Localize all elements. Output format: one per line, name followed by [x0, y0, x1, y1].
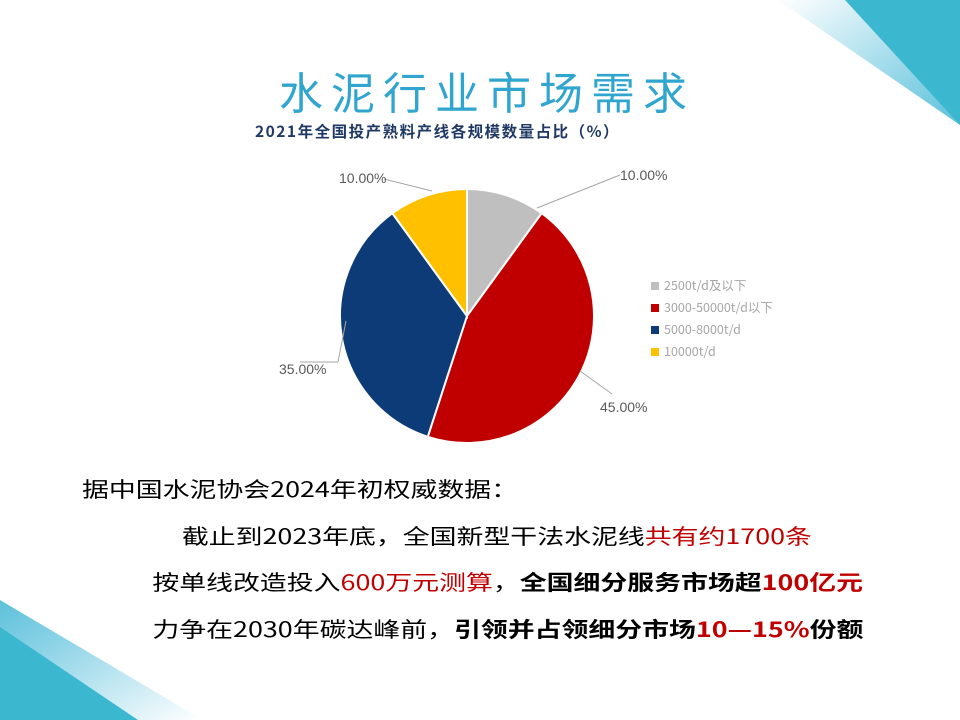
svg-text:10.00%: 10.00%	[339, 170, 386, 186]
svg-text:10.00%: 10.00%	[620, 167, 667, 183]
svg-text:45.00%: 45.00%	[600, 399, 647, 415]
svg-text:35.00%: 35.00%	[279, 361, 326, 377]
